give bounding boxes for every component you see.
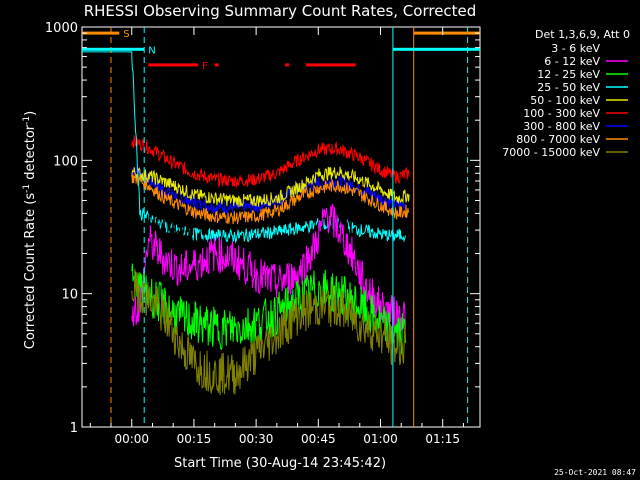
series-line-12-25-kev [131, 263, 406, 355]
x-axis-label: Start Time (30-Aug-14 23:45:42) [174, 456, 386, 471]
y-tick-label-1000: 1000 [45, 21, 78, 36]
x-tick-label-0115: 01:15 [425, 432, 460, 446]
flag-bar-f-2 [285, 63, 290, 67]
x-tick-label-0000: 00:00 [114, 432, 149, 446]
x-tick-label-0045: 00:45 [301, 432, 336, 446]
y-tick-label-1: 1 [70, 421, 78, 436]
x-tick-label-0030: 00:30 [239, 432, 274, 446]
legend-label-0: 3 - 6 keV [551, 42, 600, 55]
flag-bar-s-0 [82, 31, 120, 35]
legend-header: Det 1,3,6,9, Att 0 [535, 28, 630, 41]
flag-bar-f-1 [214, 63, 219, 67]
y-axis-ticks: 1 10 100 1000 [45, 21, 480, 436]
legend-label-1: 6 - 12 keV [544, 55, 600, 68]
x-tick-label-0100: 01:00 [363, 432, 398, 446]
flag-label-n: N [148, 45, 155, 56]
flag-bar-f-0 [148, 63, 199, 67]
flag-label-s: S [123, 29, 129, 40]
series-line-100-300-kev [131, 135, 410, 189]
legend-label-8: 7000 - 15000 keV [502, 146, 600, 159]
series-layer [82, 51, 410, 402]
plot-area [81, 26, 481, 428]
y-tick-label-10: 10 [61, 288, 78, 303]
flag-bar-s-1 [413, 31, 480, 35]
series-line-25-50-kev [82, 51, 406, 245]
flag-bar-n-0 [82, 47, 145, 51]
y-axis-label: Corrected Count Rate (s-1 detector-1) [22, 111, 38, 349]
legend-label-2: 12 - 25 keV [537, 68, 600, 81]
legend-label-4: 50 - 100 keV [530, 94, 600, 107]
flag-bar-f-3 [305, 63, 356, 67]
series-line-6-12-kev [131, 203, 406, 333]
legend-label-3: 25 - 50 keV [537, 81, 600, 94]
plot-frame [81, 26, 481, 428]
chart-title: RHESSI Observing Summary Count Rates, Co… [84, 2, 477, 20]
y-tick-label-100: 100 [53, 154, 78, 169]
flag-layer: S N F [82, 29, 480, 72]
series-line-800-7000-kev [131, 172, 410, 225]
x-tick-label-0015: 00:15 [177, 432, 212, 446]
marker-layer [110, 27, 469, 427]
x-axis-ticks: 00:00 00:15 00:30 00:45 01:00 01:15 [89, 27, 464, 446]
legend-label-7: 800 - 7000 keV [516, 133, 600, 146]
legend-label-6: 300 - 800 keV [523, 120, 600, 133]
flag-bar-n-1 [392, 47, 480, 51]
flag-label-f: F [202, 61, 208, 72]
timestamp: 25-Oct-2021 08:47 [554, 468, 636, 477]
series-line-50-100-kev [131, 166, 410, 208]
series-line-7000-15000-kev [131, 268, 406, 396]
legend-label-5: 100 - 300 keV [523, 107, 600, 120]
